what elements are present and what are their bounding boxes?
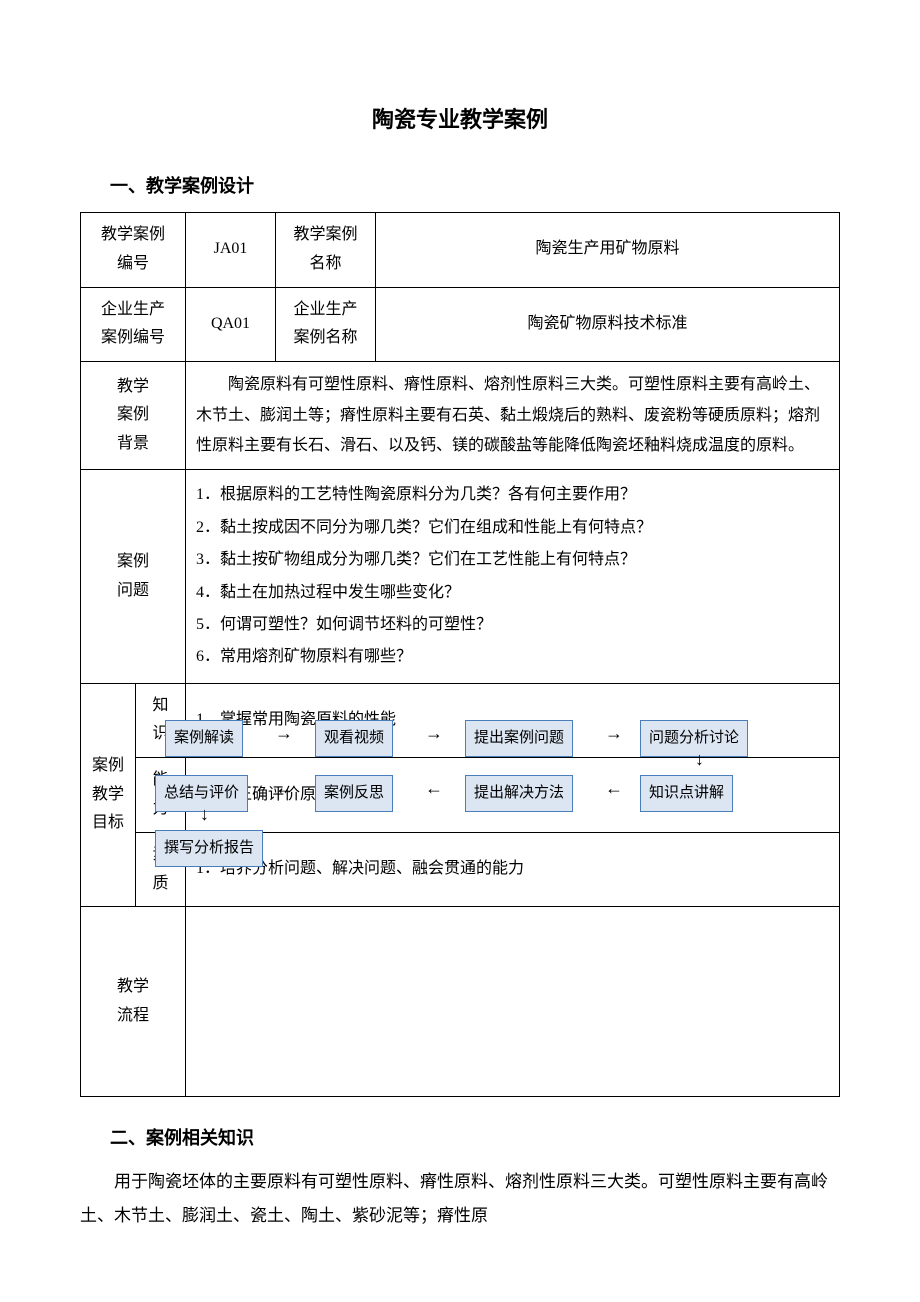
design-table: 教学案例 编号 JA01 教学案例 名称 陶瓷生产用矿物原料 企业生产 案例编号… — [80, 212, 840, 1097]
questions-label: 案例 问题 — [81, 470, 186, 683]
questions-list: 1．根据原料的工艺特性陶瓷原料分为几类？各有何主要作用？ 2．黏土按成因不同分为… — [186, 470, 840, 683]
list-item: 6．常用熔剂矿物原料有哪些？ — [196, 642, 829, 672]
goals-quality-text: 1．培养分析问题、解决问题、融会贯通的能力 — [186, 832, 840, 907]
background-text: 陶瓷原料有可塑性原料、瘠性原料、熔剂性原料三大类。可塑性原料主要有高岭土、木节土… — [186, 362, 840, 470]
enterprise-name-label: 企业生产 案例名称 — [276, 287, 376, 362]
list-item: 1．根据原料的工艺特性陶瓷原料分为几类？各有何主要作用？ — [196, 480, 829, 510]
background-label: 教学 案例 背景 — [81, 362, 186, 470]
table-row: 教学案例 编号 JA01 教学案例 名称 陶瓷生产用矿物原料 — [81, 212, 840, 287]
table-row: 素质 1．培养分析问题、解决问题、融会贯通的能力 — [81, 832, 840, 907]
list-item: 5．何谓可塑性？如何调节坯料的可塑性？ — [196, 610, 829, 640]
table-row: 能力 1．能正确评价原料质量； — [81, 758, 840, 833]
flow-label: 教学 流程 — [81, 907, 186, 1097]
table-row: 教学 案例 背景 陶瓷原料有可塑性原料、瘠性原料、熔剂性原料三大类。可塑性原料主… — [81, 362, 840, 470]
goals-knowledge-text: 1．掌握常用陶瓷原料的性能 — [186, 683, 840, 758]
table-row: 案例 教学 目标 知识 1．掌握常用陶瓷原料的性能 — [81, 683, 840, 758]
list-item: 2．黏土按成因不同分为哪几类？它们在组成和性能上有何特点？ — [196, 513, 829, 543]
body-paragraph: 用于陶瓷坯体的主要原料有可塑性原料、瘠性原料、熔剂性原料三大类。可塑性原料主要有… — [80, 1165, 840, 1233]
goals-ability-text: 1．能正确评价原料质量； — [186, 758, 840, 833]
section1-heading: 一、教学案例设计 — [80, 170, 840, 202]
case-number-label: 教学案例 编号 — [81, 212, 186, 287]
table-row: 案例 问题 1．根据原料的工艺特性陶瓷原料分为几类？各有何主要作用？ 2．黏土按… — [81, 470, 840, 683]
case-name-label: 教学案例 名称 — [276, 212, 376, 287]
goals-quality-label: 素质 — [136, 832, 186, 907]
table-row: 教学 流程 — [81, 907, 840, 1097]
goals-knowledge-label: 知识 — [136, 683, 186, 758]
flow-placeholder — [186, 922, 839, 1082]
case-number-value: JA01 — [186, 212, 276, 287]
flow-cell — [186, 907, 840, 1097]
goals-ability-label: 能力 — [136, 758, 186, 833]
document-wrap: 陶瓷专业教学案例 一、教学案例设计 教学案例 编号 JA01 教学案例 名称 陶… — [80, 100, 840, 1233]
document-title: 陶瓷专业教学案例 — [80, 100, 840, 140]
list-item: 3．黏土按矿物组成分为哪几类？它们在工艺性能上有何特点？ — [196, 545, 829, 575]
enterprise-number-label: 企业生产 案例编号 — [81, 287, 186, 362]
list-item: 4．黏土在加热过程中发生哪些变化？ — [196, 578, 829, 608]
goals-label: 案例 教学 目标 — [81, 683, 136, 907]
enterprise-number-value: QA01 — [186, 287, 276, 362]
section2-heading: 二、案例相关知识 — [80, 1122, 840, 1154]
enterprise-name-value: 陶瓷矿物原料技术标准 — [376, 287, 840, 362]
case-name-value: 陶瓷生产用矿物原料 — [376, 212, 840, 287]
table-row: 企业生产 案例编号 QA01 企业生产 案例名称 陶瓷矿物原料技术标准 — [81, 287, 840, 362]
